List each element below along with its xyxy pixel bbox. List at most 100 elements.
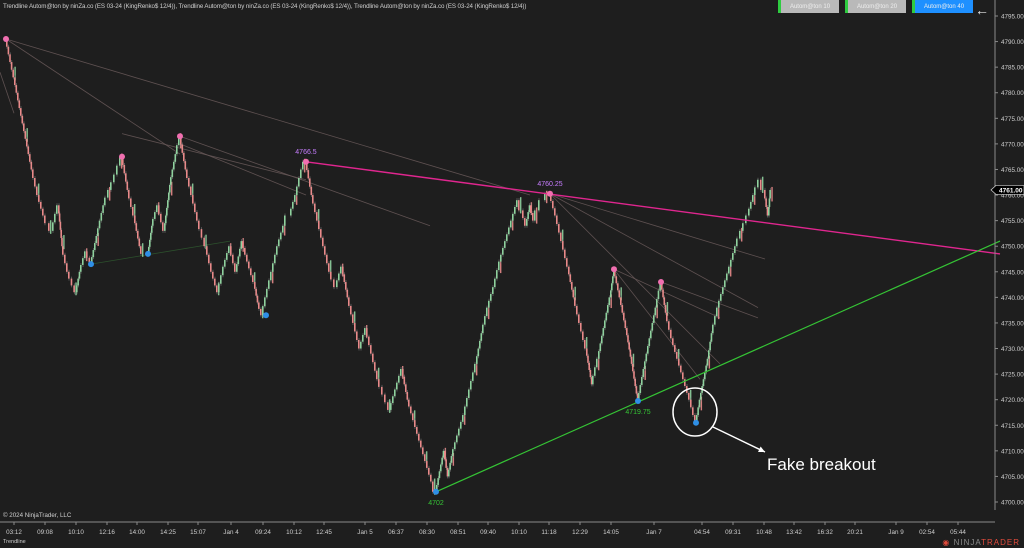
- swing-high-dot: [658, 279, 664, 286]
- autom-ton-20-button[interactable]: Autom@ton 20: [845, 0, 906, 13]
- price-axis[interactable]: 4795.00 4790.00 4785.00 4780.00 4775.00 4770.…: [990, 0, 1024, 510]
- indicator-toolbar: Autom@ton 10 Autom@ton 20 Autom@ton 40: [778, 0, 973, 13]
- current-price-tag: [990, 185, 1024, 195]
- price-tick-label: 4725.00: [1001, 372, 1024, 379]
- price-tick-label: 4735.00: [1001, 320, 1024, 327]
- time-tick-label: 12:45: [316, 529, 332, 536]
- time-tick-label: 10:10: [511, 529, 527, 536]
- swing-high-dot: [611, 266, 617, 273]
- swing-points: [3, 36, 699, 495]
- swing-high-label: 4766.5: [295, 149, 317, 156]
- price-tick-label: 4770.00: [1001, 141, 1024, 148]
- time-tick-label: 02:54: [919, 529, 935, 536]
- swing-low-dot: [88, 261, 94, 268]
- time-tick-label: Jan 5: [357, 529, 373, 536]
- time-tick-label: Jan 7: [646, 529, 662, 536]
- swing-high-label: 4760.25: [537, 181, 562, 188]
- swing-low-dot: [693, 419, 699, 426]
- time-tick-label: 20:21: [847, 529, 863, 536]
- copyright-text: © 2024 NinjaTrader, LLC: [3, 512, 72, 519]
- time-tick-label: 14:05: [603, 529, 619, 536]
- fake-breakout-label: Fake breakout: [767, 455, 876, 474]
- swing-high-dot: [303, 158, 309, 165]
- price-tick-label: 4705.00: [1001, 474, 1024, 481]
- price-tick-label: 4790.00: [1001, 39, 1024, 46]
- price-tick-label: 4760.00: [1001, 193, 1024, 200]
- swing-high-dot: [177, 133, 183, 140]
- time-tick-label: 14:25: [160, 529, 176, 536]
- ninjatrader-logo-icon: ◉: [942, 538, 951, 547]
- panel-label: Trendline: [3, 539, 26, 545]
- minor-trendline: [179, 135, 431, 227]
- minor-trendline: [549, 193, 759, 308]
- time-tick-label: 12:16: [99, 529, 115, 536]
- time-tick-label: 10:48: [756, 529, 772, 536]
- time-tick-label: 09:24: [255, 529, 271, 536]
- time-tick-label: 09:31: [725, 529, 741, 536]
- time-tick-label: 09:08: [37, 529, 53, 536]
- minor-trendline: [179, 143, 307, 196]
- time-axis[interactable]: 03:12 09:08 10:10 12:16 14:00 14:25 15:07 Jan 4…: [0, 521, 995, 536]
- swing-low-dot: [263, 312, 269, 319]
- minor-trendline: [613, 268, 721, 319]
- resistance-trendline[interactable]: [305, 161, 1001, 255]
- price-tick-label: 4785.00: [1001, 65, 1024, 72]
- annotations: Fake breakout: [672, 387, 876, 474]
- price-tick-label: 4715.00: [1001, 423, 1024, 430]
- main-trendlines[interactable]: [305, 161, 1001, 493]
- swing-low-dot: [433, 488, 439, 495]
- price-tick-label: 4765.00: [1001, 167, 1024, 174]
- renko-candles: [6, 37, 773, 495]
- time-tick-label: 10:10: [68, 529, 84, 536]
- autom-ton-10-button[interactable]: Autom@ton 10: [778, 0, 839, 13]
- minor-trendlines: [0, 38, 766, 380]
- price-tick-label: 4795.00: [1001, 14, 1024, 21]
- fake-breakout-circle: [672, 387, 718, 437]
- price-tick-label: 4775.00: [1001, 116, 1024, 123]
- time-tick-label: 15:07: [190, 529, 206, 536]
- time-tick-label: 06:37: [388, 529, 404, 536]
- price-tick-label: 4740.00: [1001, 295, 1024, 302]
- time-tick-label: 16:32: [817, 529, 833, 536]
- arrow-left-icon[interactable]: ←: [975, 2, 989, 18]
- price-tick-label: 4700.00: [1001, 500, 1024, 507]
- time-tick-label: 13:42: [786, 529, 802, 536]
- time-tick-label: 14:00: [129, 529, 145, 536]
- time-tick-label: 05:44: [950, 529, 966, 536]
- price-tick-label: 4720.00: [1001, 397, 1024, 404]
- price-tick-label: 4745.00: [1001, 269, 1024, 276]
- time-tick-label: 03:12: [6, 529, 22, 536]
- price-tick-label: 4755.00: [1001, 218, 1024, 225]
- time-tick-label: 04:54: [694, 529, 710, 536]
- chart-title: Trendline Autom@ton by ninZa.co (ES 03-2…: [3, 3, 527, 10]
- autom-ton-40-button[interactable]: Autom@ton 40: [912, 0, 973, 13]
- time-tick-label: Jan 4: [223, 529, 239, 536]
- minor-trendline: [121, 133, 307, 181]
- time-tick-label: 09:40: [480, 529, 496, 536]
- minor-trendline: [0, 72, 15, 114]
- swing-high-dot: [547, 190, 553, 197]
- time-tick-label: 11:18: [541, 529, 557, 536]
- minor-trendline: [613, 268, 701, 380]
- minor-trendline: [549, 193, 766, 260]
- swing-low-label: 4719.75: [625, 409, 650, 416]
- price-tick-label: 4750.00: [1001, 244, 1024, 251]
- time-tick-label: 10:12: [286, 529, 302, 536]
- swing-high-dot: [119, 153, 125, 160]
- price-tick-label: 4730.00: [1001, 346, 1024, 353]
- swing-low-label: 4702: [428, 500, 444, 507]
- ninjatrader-logo: ◉ NINJATRADER: [942, 538, 1020, 547]
- price-tick-label: 4780.00: [1001, 90, 1024, 97]
- time-tick-label: Jan 9: [888, 529, 904, 536]
- support-trendline[interactable]: [435, 240, 1001, 493]
- swing-labels: 4766.5 4760.25 4702 4719.75: [295, 149, 650, 507]
- current-price-label: 4761.00: [999, 187, 1023, 194]
- minor-trendline: [5, 38, 531, 196]
- swing-low-dot: [635, 397, 641, 404]
- annotation-arrow: [712, 426, 766, 453]
- minor-trendline: [5, 38, 181, 155]
- time-tick-label: 12:29: [572, 529, 588, 536]
- time-tick-label: 08:51: [450, 529, 466, 536]
